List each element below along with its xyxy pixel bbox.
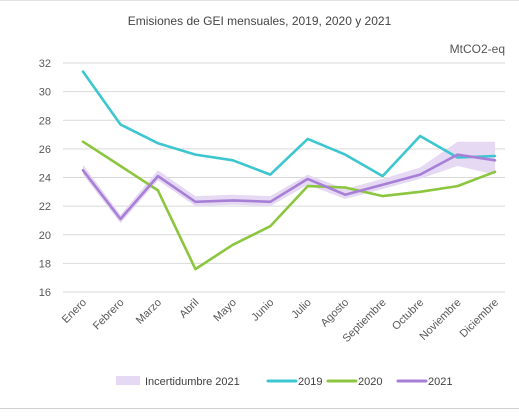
x-axis-ticks: Enero Febrero Marzo Abril Mayo Junio Julio Agos…: [60, 297, 501, 345]
y-tick-label: 20: [39, 230, 51, 242]
x-tick-label: Mayo: [211, 297, 239, 325]
y-tick-label: 24: [39, 173, 51, 185]
legend: Incertidumbre 2021 2019 2020 2021: [116, 376, 452, 388]
series-line-2019: [81, 70, 497, 178]
chart-title: Emisiones de GEI mensuales, 2019, 2020 y…: [127, 14, 392, 28]
series-lines: [81, 70, 497, 271]
legend-label: 2021: [428, 376, 452, 388]
y-tick-label: 28: [39, 115, 51, 127]
x-tick-label: Junio: [249, 297, 276, 324]
bottom-divider: [0, 408, 519, 409]
unit-label: MtCO2-eq: [449, 42, 505, 56]
x-tick-label: Abril: [177, 297, 201, 321]
series-line-2020: [81, 140, 497, 271]
y-axis-ticks: 16 18 20 22 24 26 28 30 32: [39, 58, 51, 299]
legend-label: Incertidumbre 2021: [145, 376, 240, 388]
y-tick-label: 32: [39, 58, 51, 70]
x-tick-label: Enero: [60, 297, 89, 326]
legend-label: 2019: [298, 376, 322, 388]
y-tick-label: 30: [39, 87, 51, 99]
y-tick-label: 18: [39, 258, 51, 270]
legend-swatch-band: [116, 376, 140, 385]
x-tick-label: Diciembre: [458, 297, 501, 340]
x-tick-label: Febrero: [91, 297, 127, 333]
y-tick-label: 22: [39, 201, 51, 213]
legend-label: 2020: [358, 376, 382, 388]
y-tick-label: 16: [39, 287, 51, 299]
x-tick-label: Agosto: [319, 297, 352, 330]
y-tick-label: 26: [39, 144, 51, 156]
series-line-2021: [81, 153, 497, 221]
top-divider: [0, 0, 519, 1]
x-tick-label: Marzo: [134, 297, 164, 327]
x-tick-label: Julio: [289, 297, 313, 321]
x-tick-label: Octubre: [390, 297, 426, 333]
gridlines: [63, 62, 505, 293]
